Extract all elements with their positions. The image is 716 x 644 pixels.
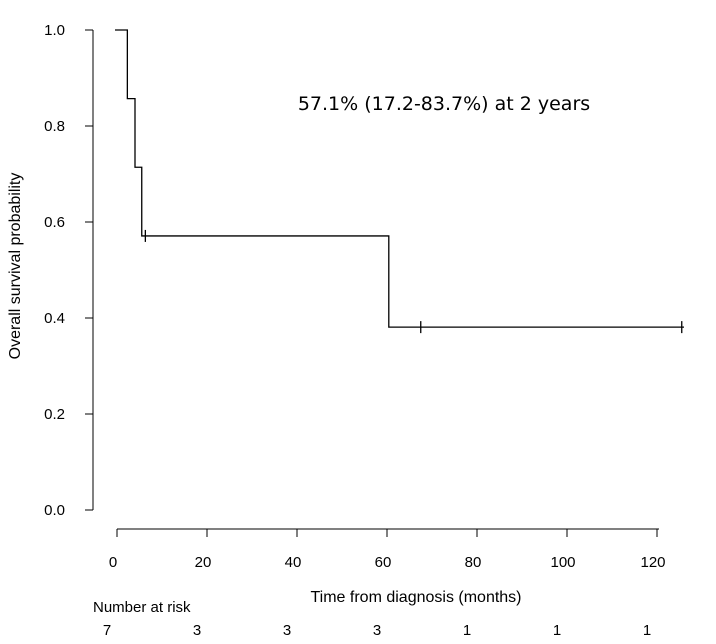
x-tick-label: 100 xyxy=(550,554,575,571)
x-tick-label: 120 xyxy=(640,554,665,571)
y-tick-label: 0.2 xyxy=(44,406,65,423)
x-axis-ticks: 0 20 40 60 80 100 120 xyxy=(109,529,666,571)
survival-curve-line xyxy=(115,29,684,328)
risk-count: 3 xyxy=(283,622,291,639)
risk-count: 7 xyxy=(103,622,111,639)
y-tick-label: 0.6 xyxy=(44,214,65,231)
survival-annotation: 57.1% (17.2-83.7%) at 2 years xyxy=(298,93,590,115)
x-tick-label: 0 xyxy=(109,554,117,571)
risk-count: 1 xyxy=(463,622,471,639)
y-tick-label: 1.0 xyxy=(44,22,65,39)
risk-count: 1 xyxy=(553,622,561,639)
risk-count: 3 xyxy=(193,622,201,639)
risk-table-label: Number at risk xyxy=(93,599,191,616)
y-tick-label: 0.4 xyxy=(44,310,65,327)
y-axis-title: Overall survival probability xyxy=(7,173,24,360)
risk-count: 3 xyxy=(373,622,381,639)
y-tick-label: 0.0 xyxy=(44,502,65,519)
x-tick-label: 20 xyxy=(195,554,212,571)
x-tick-label: 80 xyxy=(465,554,482,571)
risk-table-counts: 7 3 3 3 1 1 1 xyxy=(103,622,651,639)
y-axis-ticks: 0.0 0.2 0.4 0.6 0.8 1.0 xyxy=(44,22,93,519)
x-axis-title: Time from diagnosis (months) xyxy=(310,589,521,606)
y-tick-label: 0.8 xyxy=(44,118,65,135)
x-tick-label: 60 xyxy=(375,554,392,571)
survival-curve-group xyxy=(115,29,684,334)
risk-count: 1 xyxy=(643,622,651,639)
x-tick-label: 40 xyxy=(285,554,302,571)
